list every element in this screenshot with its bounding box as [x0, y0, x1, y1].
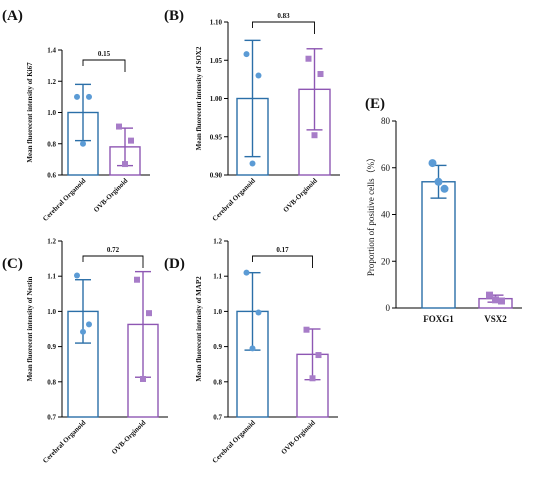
x-category-label: Cerebral Organoid	[41, 177, 87, 223]
x-category-label: Cerebral Organoid	[211, 177, 257, 223]
y-tick-label: 20	[381, 256, 391, 266]
data-point	[86, 93, 92, 100]
data-point	[492, 296, 499, 304]
data-point	[122, 161, 128, 168]
data-point	[498, 297, 505, 305]
y-tick-label: 0.6	[47, 172, 56, 180]
data-point	[80, 140, 86, 147]
y-tick-label: 0.8	[213, 378, 222, 386]
panel-label: (D)	[164, 256, 185, 272]
x-category-label: OVB-Orginoid	[282, 177, 319, 214]
y-tick-label: 1.0	[47, 308, 56, 316]
data-point	[309, 375, 316, 382]
comparison-bracket	[252, 21, 315, 34]
data-point	[116, 123, 122, 130]
y-tick-label: 0.9	[47, 343, 56, 351]
data-point	[74, 272, 80, 279]
data-point	[140, 375, 146, 382]
bar	[421, 181, 456, 309]
y-tick-label: 80	[381, 116, 391, 126]
y-tick-label: 1.1	[213, 273, 222, 281]
y-tick-label: 1.10	[210, 19, 223, 27]
data-point	[80, 328, 86, 335]
x-category-label: VSX2	[484, 314, 507, 324]
x-category-label: Cerebral Organoid	[211, 419, 257, 465]
data-point	[440, 184, 449, 193]
data-point	[255, 72, 262, 79]
y-tick-label: 1.00	[210, 95, 223, 103]
y-tick-label: 0.7	[213, 414, 222, 422]
y-axis-label: Mean fluorecent intensity of MAP2	[195, 276, 203, 382]
data-point	[243, 51, 250, 58]
x-category-label: FOXG1	[423, 314, 454, 324]
y-tick-label: 1.2	[47, 238, 56, 246]
p-value-label: 0.17	[276, 246, 289, 254]
comparison-bracket	[82, 255, 144, 268]
panel-label: (E)	[365, 96, 385, 112]
data-point	[146, 310, 152, 317]
y-axis-label: Mean fluorecent intensity of SOX2	[195, 46, 203, 150]
y-tick-label: 0.90	[210, 172, 223, 180]
y-axis-label: Proportion of positive cells（%）	[366, 153, 376, 276]
y-tick-label: 40	[381, 210, 391, 220]
panel-c: (C) 0.7 0.8 0.9 1.0 1.1 1.2 Mean fluorecent int…	[2, 238, 168, 465]
y-tick-label: 1.1	[47, 273, 56, 281]
panel-label: (B)	[164, 8, 184, 24]
panel-e: (E) 0 20 40 60 80 Proportion of positive cells…	[365, 96, 522, 324]
data-point	[434, 177, 443, 186]
data-point	[74, 93, 80, 100]
y-tick-label: 1.4	[47, 47, 56, 55]
data-point	[86, 321, 92, 328]
y-tick-label: 1.0	[213, 308, 222, 316]
y-tick-label: 60	[381, 163, 391, 173]
panel-label: (C)	[2, 256, 23, 272]
panel-d: (D) 0.7 0.8 0.9 1.0 1.1 1.2 Mean fluorecent int…	[164, 238, 338, 465]
y-tick-label: 1.0	[47, 109, 56, 117]
x-category-label: OVB-Orginoid	[110, 419, 147, 456]
y-tick-label: 0.9	[213, 343, 222, 351]
data-point	[128, 137, 134, 144]
data-point	[315, 352, 322, 359]
data-point	[303, 326, 310, 333]
x-category-label: OVB-Orginoid	[92, 177, 129, 214]
y-tick-label: 0.8	[47, 140, 56, 148]
data-point	[134, 276, 140, 283]
y-tick-label: 1.2	[47, 78, 56, 86]
data-point	[428, 159, 437, 168]
y-tick-label: 0	[386, 303, 391, 313]
data-point	[311, 132, 318, 139]
data-point	[305, 55, 312, 62]
x-category-label: OVB-Orginoid	[280, 419, 317, 456]
data-point	[255, 309, 262, 316]
data-point	[249, 345, 256, 352]
panel-label: (A)	[2, 8, 23, 24]
data-point	[317, 71, 324, 78]
comparison-bracket	[82, 59, 126, 72]
y-tick-label: 1.2	[213, 238, 222, 246]
y-axis-label: Mean fluorecent intensity of Nestin	[26, 276, 34, 381]
y-tick-label: 0.7	[47, 414, 56, 422]
data-point	[243, 269, 250, 276]
y-tick-label: 0.8	[47, 378, 56, 386]
y-axis-label: Mean fluorecent intensity of Ki67	[26, 62, 34, 163]
p-value-label: 0.83	[277, 12, 290, 20]
data-point	[249, 160, 256, 167]
comparison-bracket	[252, 255, 313, 268]
p-value-label: 0.15	[98, 50, 111, 58]
x-category-label: Cerebral Organoid	[41, 419, 87, 465]
panel-b: (B) 0.90 0.95 1.00 1.05 1.10 Mean fluorecent i…	[164, 8, 340, 223]
p-value-label: 0.72	[107, 246, 120, 254]
y-tick-label: 0.95	[210, 133, 223, 141]
panel-a: (A) 0.6 0.8 1.0 1.2 1.4 Mean fluorecent intens…	[2, 8, 150, 223]
y-tick-label: 1.05	[210, 57, 223, 65]
data-point	[486, 291, 493, 299]
